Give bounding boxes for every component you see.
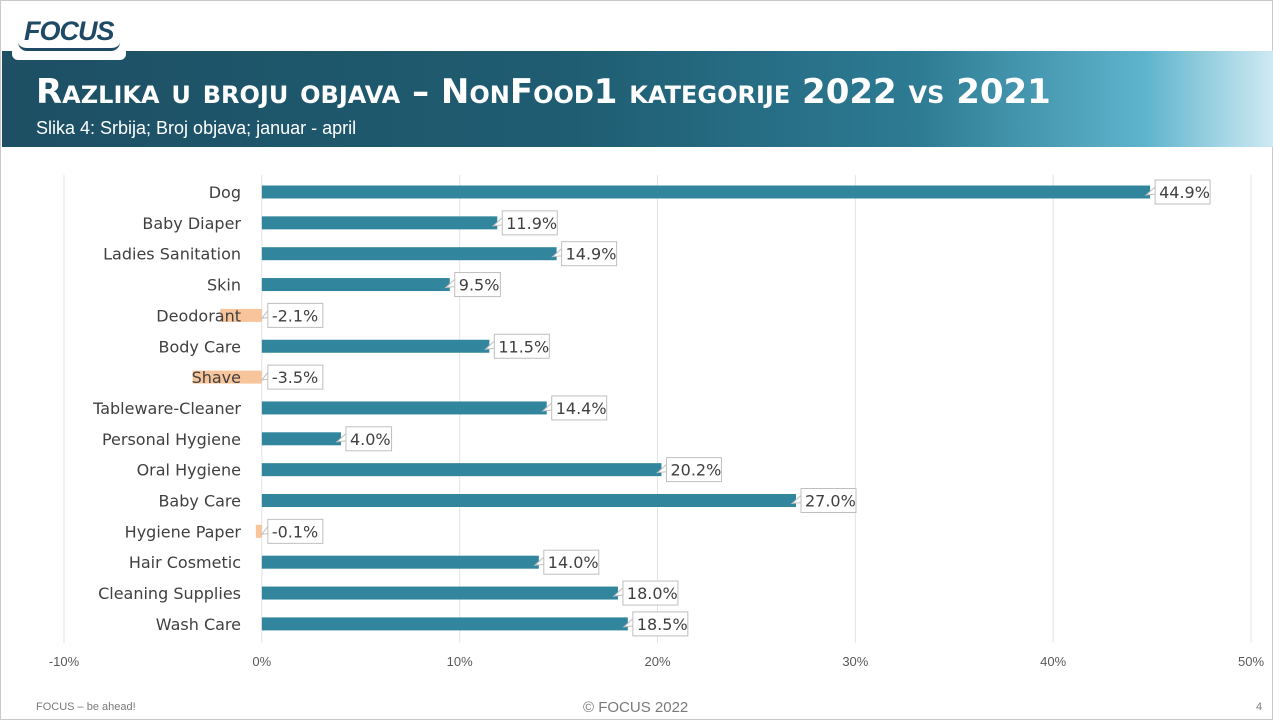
data-label: 11.9% [506, 214, 557, 233]
bar-chart: -10% 0% 10% 20% 30% 40% 50% Dog 44.9% Baby Diaper… [49, 175, 1264, 669]
x-tick-label: 0% [252, 654, 271, 669]
bar [261, 617, 628, 631]
category-label: Personal Hygiene [102, 430, 241, 449]
data-label-box [267, 364, 324, 390]
data-label: 14.4% [556, 399, 607, 418]
data-label-box [665, 457, 722, 483]
x-tick-label: 40% [1040, 654, 1066, 669]
x-tick-label: 50% [1238, 654, 1264, 669]
data-label-box [632, 611, 689, 637]
category-label: Shave [192, 368, 241, 387]
data-label-box [561, 241, 618, 267]
bar [261, 401, 547, 415]
page-number: 4 [1256, 701, 1263, 713]
data-label: 14.9% [566, 245, 617, 264]
data-label: -0.1% [272, 522, 318, 541]
data-label-box [1154, 179, 1211, 205]
category-label: Hair Cosmetic [129, 553, 241, 572]
data-label-box [345, 426, 393, 452]
data-label: 14.0% [548, 553, 599, 572]
bar [255, 524, 262, 538]
category-label: Oral Hygiene [137, 461, 241, 480]
bar [261, 339, 490, 353]
bar [261, 247, 557, 261]
data-label-box [551, 395, 608, 421]
data-label-box [800, 488, 857, 513]
category-label: Ladies Sanitation [103, 245, 241, 264]
data-label-box [622, 580, 679, 606]
category-label: Dog [209, 183, 241, 202]
data-label: 4.0% [350, 430, 391, 449]
x-tick-label: 10% [447, 654, 473, 669]
category-label: Wash Care [156, 615, 241, 634]
bar [261, 586, 618, 600]
category-label: Skin [207, 276, 241, 295]
bar [261, 185, 1151, 199]
data-label-box [501, 210, 558, 236]
footer-tagline: FOCUS – be ahead! [36, 701, 136, 713]
data-label-box [493, 333, 550, 359]
data-label-box [267, 518, 324, 544]
bar [261, 278, 450, 292]
bar [261, 555, 539, 569]
data-label-box [454, 272, 501, 298]
x-tick-label: -10% [49, 654, 80, 669]
data-label: -2.1% [272, 306, 318, 325]
data-label: 18.5% [637, 615, 688, 634]
category-label: Tableware-Cleaner [92, 399, 241, 418]
category-label: Baby Diaper [142, 214, 241, 233]
data-label-box [543, 549, 600, 575]
footer-copyright: © FOCUS 2022 [583, 699, 689, 716]
category-label: Hygiene Paper [125, 522, 242, 541]
data-label: -3.5% [272, 368, 318, 387]
bar [261, 216, 498, 230]
logo-text: FOCUS [24, 16, 114, 46]
bar [261, 463, 662, 477]
bar [261, 432, 341, 446]
data-label-box [267, 302, 324, 328]
category-label: Baby Care [158, 492, 241, 511]
data-label: 20.2% [670, 461, 721, 480]
title-banner [2, 51, 1273, 147]
category-label: Body Care [158, 337, 241, 356]
category-label: Deodorant [156, 306, 241, 325]
logo-swoosh [18, 42, 120, 51]
x-tick-label: 20% [644, 654, 670, 669]
page-subtitle: Slika 4: Srbija; Broj objava; januar - a… [36, 118, 357, 138]
category-label: Cleaning Supplies [98, 584, 241, 603]
focus-logo: FOCUS [12, 8, 126, 60]
bar [261, 494, 796, 507]
data-label: 27.0% [805, 492, 856, 511]
data-label: 18.0% [627, 584, 678, 603]
data-label: 44.9% [1159, 183, 1210, 202]
data-label: 9.5% [459, 276, 500, 295]
x-tick-label: 30% [842, 654, 868, 669]
data-label: 11.5% [498, 337, 549, 356]
bar [192, 370, 262, 384]
bar [220, 308, 262, 322]
page-title: Razlika u broju objava – NonFood1 katego… [36, 72, 1051, 112]
